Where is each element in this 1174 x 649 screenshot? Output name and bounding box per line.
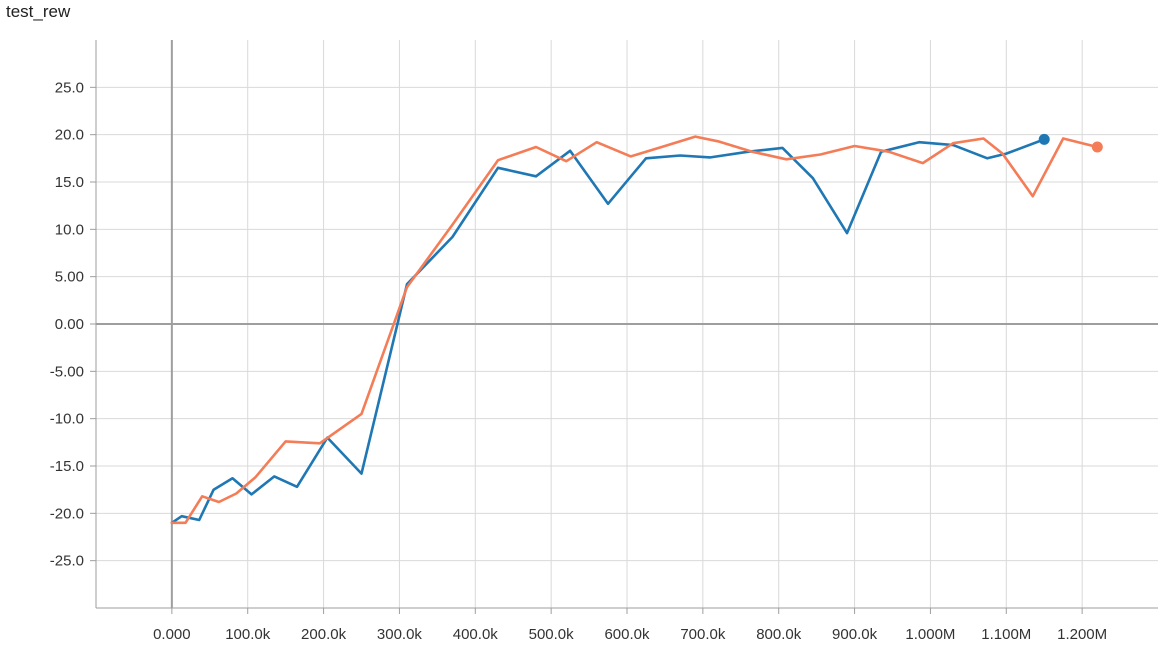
- x-tick-label: 300.0k: [377, 626, 423, 643]
- x-tick-label: 700.0k: [680, 626, 726, 643]
- y-tick-label: 0.00: [55, 316, 84, 333]
- series-1-end-point: [1038, 133, 1050, 145]
- y-tick-label: 5.00: [55, 269, 84, 286]
- y-tick-label: -20.0: [50, 505, 84, 522]
- chart-title: test_rew: [6, 2, 71, 21]
- series-layer: [170, 133, 1103, 525]
- series-1-line: [170, 138, 1046, 525]
- x-tick-label: 400.0k: [453, 626, 499, 643]
- y-tick-label: 20.0: [55, 127, 84, 144]
- y-tick-label: -25.0: [50, 553, 84, 570]
- y-tick-label: -10.0: [50, 411, 84, 428]
- y-tick-label: -5.00: [50, 363, 84, 380]
- x-tick-label: 0.000: [153, 626, 191, 643]
- axis-layer: [90, 40, 1158, 614]
- x-tick-label: 1.200M: [1057, 626, 1107, 643]
- x-tick-label: 600.0k: [604, 626, 650, 643]
- series-2-end-point: [1091, 141, 1103, 153]
- x-tick-label: 1.000M: [905, 626, 955, 643]
- tick-label-layer: 0.000 100.0k 200.0k 300.0k 400.0k 500.0k 600.0…: [50, 79, 1107, 643]
- y-tick-label: -15.0: [50, 458, 84, 475]
- series-2-line: [170, 135, 1099, 525]
- y-tick-label: 10.0: [55, 221, 84, 238]
- x-tick-label: 500.0k: [529, 626, 575, 643]
- y-tick-label: 15.0: [55, 174, 84, 191]
- x-tick-label: 200.0k: [301, 626, 347, 643]
- x-tick-label: 800.0k: [756, 626, 802, 643]
- y-tick-label: 25.0: [55, 79, 84, 96]
- x-tick-label: 1.100M: [981, 626, 1031, 643]
- x-tick-label: 900.0k: [832, 626, 878, 643]
- x-tick-label: 100.0k: [225, 626, 271, 643]
